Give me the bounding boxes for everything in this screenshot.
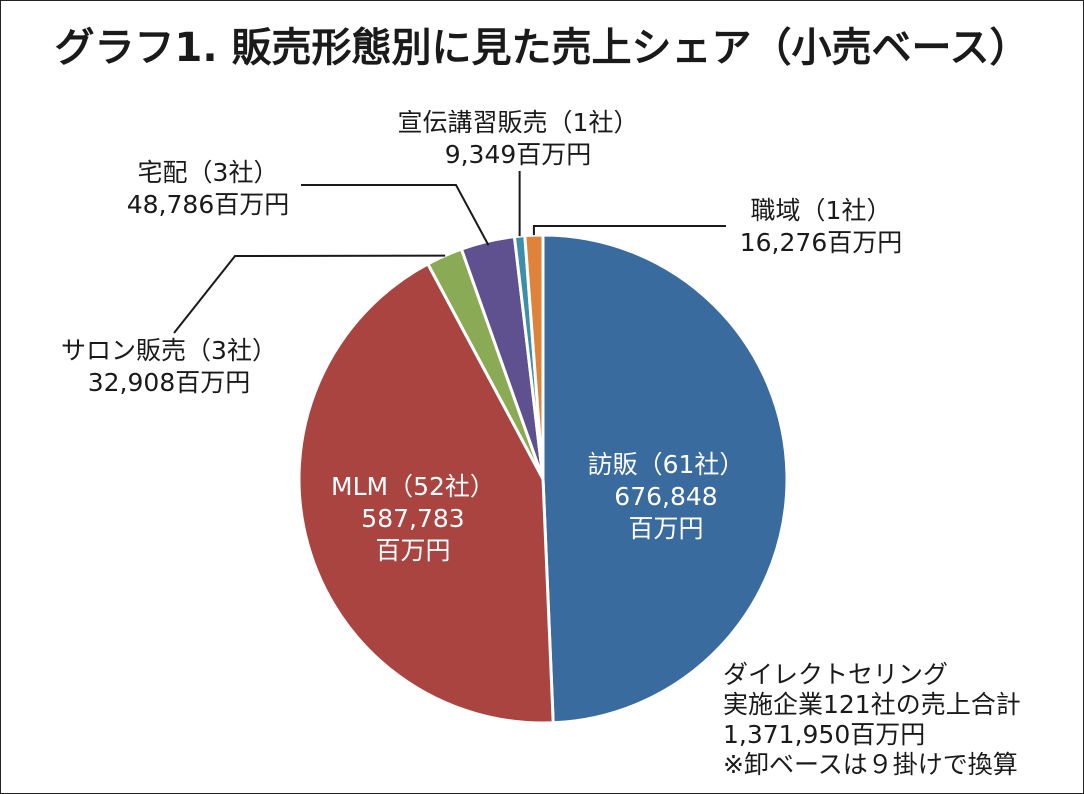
- note-line-1: ダイレクトセリング: [723, 660, 948, 689]
- note-line-4: ※卸ベースは９掛けで換算: [723, 750, 1018, 779]
- label-shokuiki: 職域（1社）: [751, 196, 892, 225]
- value-senden: 9,349百万円: [445, 140, 592, 169]
- label-senden: 宣伝講習販売（1社）: [398, 108, 639, 137]
- pie-slices: [297, 233, 789, 725]
- chart-title: グラフ1. 販売形態別に見た売上シェア（小売ベース）: [55, 25, 1030, 71]
- slice-mlm: [297, 262, 555, 725]
- leader-shokuiki: [532, 225, 726, 236]
- label-houhan: 訪販（61社）: [588, 450, 745, 479]
- value-houhan: 676,848: [614, 482, 717, 511]
- label-salon: サロン販売（3社）: [61, 336, 277, 365]
- slice-shokuiki: [523, 233, 545, 481]
- value-takuhai: 48,786百万円: [127, 190, 289, 219]
- leader-salon: [173, 254, 446, 334]
- value-shokuiki: 16,276百万円: [740, 228, 902, 257]
- label-takuhai: 宅配（3社）: [138, 158, 279, 187]
- leader-lines: [173, 171, 726, 334]
- label-mlm: MLM（52社）: [331, 472, 495, 501]
- value-salon: 32,908百万円: [88, 368, 250, 397]
- value-mlm: 587,783: [361, 504, 464, 533]
- slice-houhan: [541, 233, 789, 725]
- unit-houhan: 百万円: [628, 514, 703, 543]
- note-line-2: 実施企業121社の売上合計: [723, 690, 1021, 719]
- note-line-3: 1,371,950百万円: [723, 720, 925, 749]
- unit-mlm: 百万円: [375, 536, 450, 565]
- leader-takuhai: [301, 184, 490, 246]
